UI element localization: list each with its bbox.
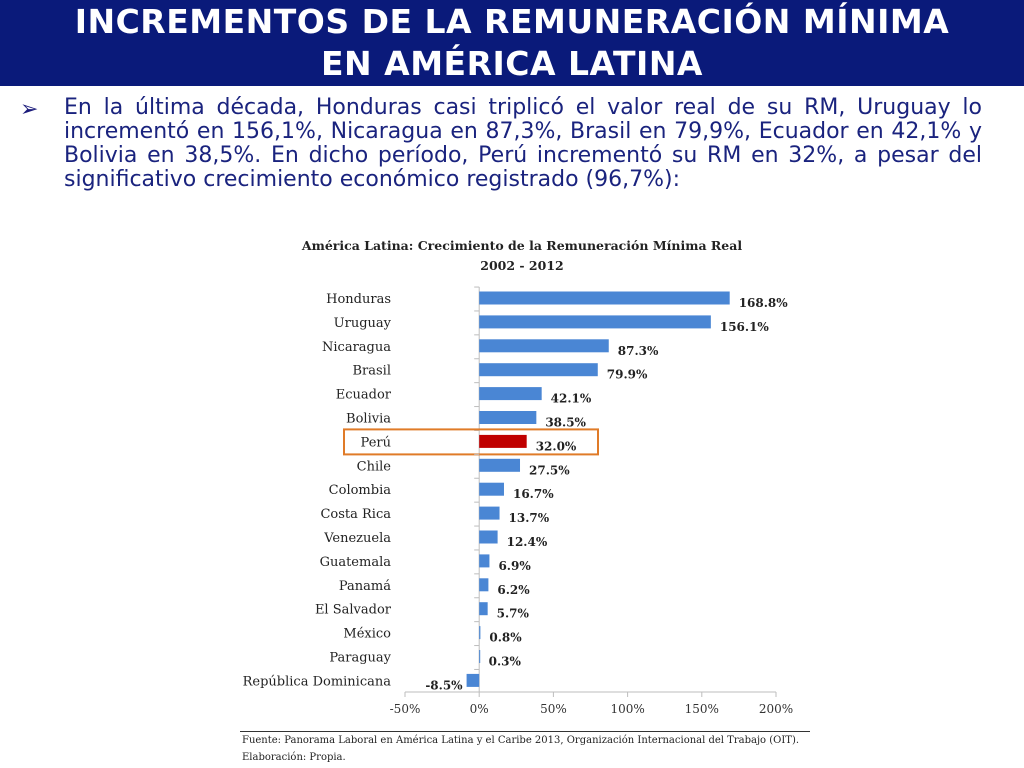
category-label: Panamá <box>339 579 391 594</box>
arrow-bullet-icon: ➢ <box>20 97 39 122</box>
category-label: Nicaragua <box>322 340 391 355</box>
data-label: 32.0% <box>536 439 577 453</box>
category-label: Brasil <box>352 364 391 379</box>
category-label: Guatemala <box>320 555 392 570</box>
bar <box>479 626 481 640</box>
data-label: 16.7% <box>513 487 554 501</box>
bar <box>479 363 598 377</box>
data-label: 38.5% <box>545 416 586 430</box>
bar <box>479 578 489 592</box>
category-label: Costa Rica <box>320 507 391 522</box>
category-label: Perú <box>361 435 391 450</box>
category-label: Colombia <box>329 483 392 498</box>
data-label: 156.1% <box>720 320 770 334</box>
slide-title-line-2: EN AMÉRICA LATINA <box>321 44 703 83</box>
x-tick-label: 100% <box>610 702 644 716</box>
bar <box>479 291 730 305</box>
data-label: 5.7% <box>497 607 530 621</box>
data-label: 87.3% <box>618 344 659 358</box>
elaboration-note: Elaboración: Propia. <box>242 752 346 763</box>
data-label: 12.4% <box>507 535 548 549</box>
data-label: 6.9% <box>498 559 531 573</box>
category-label: Ecuador <box>336 388 392 403</box>
category-label: Venezuela <box>323 531 391 546</box>
x-tick-label: 200% <box>759 702 793 716</box>
highlight-box <box>343 428 599 456</box>
category-label: México <box>343 627 391 642</box>
bar <box>479 458 521 472</box>
data-label: 79.9% <box>607 368 648 382</box>
data-label: 27.5% <box>529 463 570 477</box>
chart-title: América Latina: Crecimiento de la Remune… <box>301 238 743 253</box>
data-label: 13.7% <box>509 511 550 525</box>
bar <box>479 602 488 616</box>
category-label: Paraguay <box>329 651 391 666</box>
category-label: Honduras <box>326 292 391 307</box>
category-label: Uruguay <box>334 316 392 331</box>
data-label: 0.8% <box>489 631 522 645</box>
bullet-text: En la última década, Honduras casi tripl… <box>64 95 982 192</box>
slide-title: INCREMENTOS DE LA REMUNERACIÓN MÍNIMA EN… <box>0 0 1024 86</box>
data-label: 6.2% <box>497 583 530 597</box>
bar <box>479 482 504 496</box>
x-tick-label: 150% <box>685 702 719 716</box>
bar <box>479 530 498 544</box>
slide-title-line-1: INCREMENTOS DE LA REMUNERACIÓN MÍNIMA <box>74 2 950 41</box>
data-label: 0.3% <box>489 655 522 669</box>
x-tick-label: -50% <box>390 702 421 716</box>
category-label: República Dominicana <box>243 674 392 689</box>
source-note: Fuente: Panorama Laboral en América Lati… <box>242 735 800 746</box>
x-tick-label: 50% <box>540 702 567 716</box>
bar <box>479 650 481 663</box>
data-label: 168.8% <box>739 296 789 310</box>
chart-subtitle: 2002 - 2012 <box>480 258 564 273</box>
bar <box>479 554 490 568</box>
x-tick-label: 0% <box>470 702 489 716</box>
bar-highlight <box>479 434 527 448</box>
chart-title-block: América Latina: Crecimiento de la Remune… <box>236 236 808 276</box>
bar <box>479 506 500 520</box>
category-label: Bolivia <box>346 412 391 427</box>
bar <box>466 673 480 687</box>
bar <box>479 339 609 353</box>
category-label: El Salvador <box>315 603 392 618</box>
bar <box>479 387 542 401</box>
bar <box>479 315 711 329</box>
category-label: Chile <box>357 459 392 474</box>
footnote-divider <box>240 731 810 732</box>
bar <box>479 411 537 424</box>
data-label: -8.5% <box>425 678 463 692</box>
data-label: 42.1% <box>551 392 592 406</box>
